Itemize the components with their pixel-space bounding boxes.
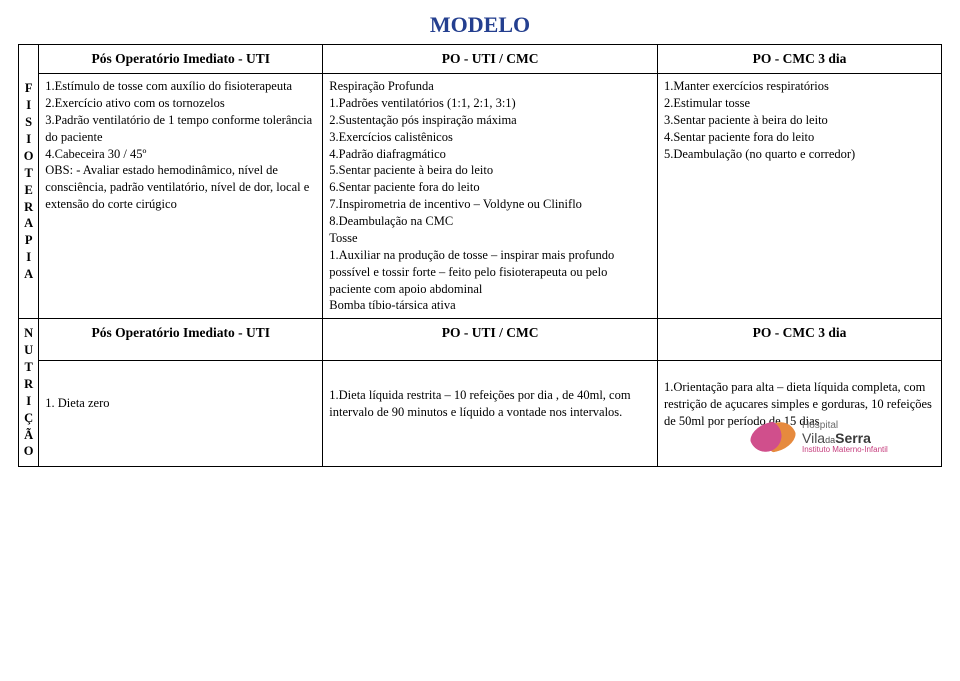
nutri-col1: 1. Dieta zero: [39, 361, 323, 467]
col-header-3b: PO - CMC 3 dia: [657, 319, 941, 361]
logo-text: Hospital ViladaSerra Instituto Materno-I…: [802, 420, 888, 455]
col-header-3: PO - CMC 3 dia: [657, 45, 941, 74]
col-header-1b: Pós Operatório Imediato - UTI: [39, 319, 323, 361]
col-header-2: PO - UTI / CMC: [323, 45, 658, 74]
fisio-col2: Respiração Profunda 1.Padrões ventilatór…: [323, 74, 658, 319]
table-header-row: N U T R I Ç Ã O Pós Operatório Imediato …: [19, 319, 942, 361]
col-header-2b: PO - UTI / CMC: [323, 319, 658, 361]
hospital-logo: Hospital ViladaSerra Instituto Materno-I…: [750, 411, 900, 463]
fisio-col1: 1.Estímulo de tosse com auxílio do fisio…: [39, 74, 323, 319]
col-header-1: Pós Operatório Imediato - UTI: [39, 45, 323, 74]
section-label-nutricao: N U T R I Ç Ã O: [19, 319, 39, 467]
table-row: 1.Estímulo de tosse com auxílio do fisio…: [19, 74, 942, 319]
logo-brand: ViladaSerra: [802, 431, 888, 446]
protocol-table: F I S I O T E R A P I A Pós Operatório I…: [18, 44, 942, 467]
nutri-col2: 1.Dieta líquida restrita – 10 refeições …: [323, 361, 658, 467]
logo-sub: Instituto Materno-Infantil: [802, 446, 888, 455]
table-header-row: F I S I O T E R A P I A Pós Operatório I…: [19, 45, 942, 74]
logo-icon: [747, 417, 799, 458]
document-title: MODELO: [18, 12, 942, 38]
section-label-fisioterapia: F I S I O T E R A P I A: [19, 45, 39, 319]
fisio-col3: 1.Manter exercícios respiratórios 2.Esti…: [657, 74, 941, 319]
